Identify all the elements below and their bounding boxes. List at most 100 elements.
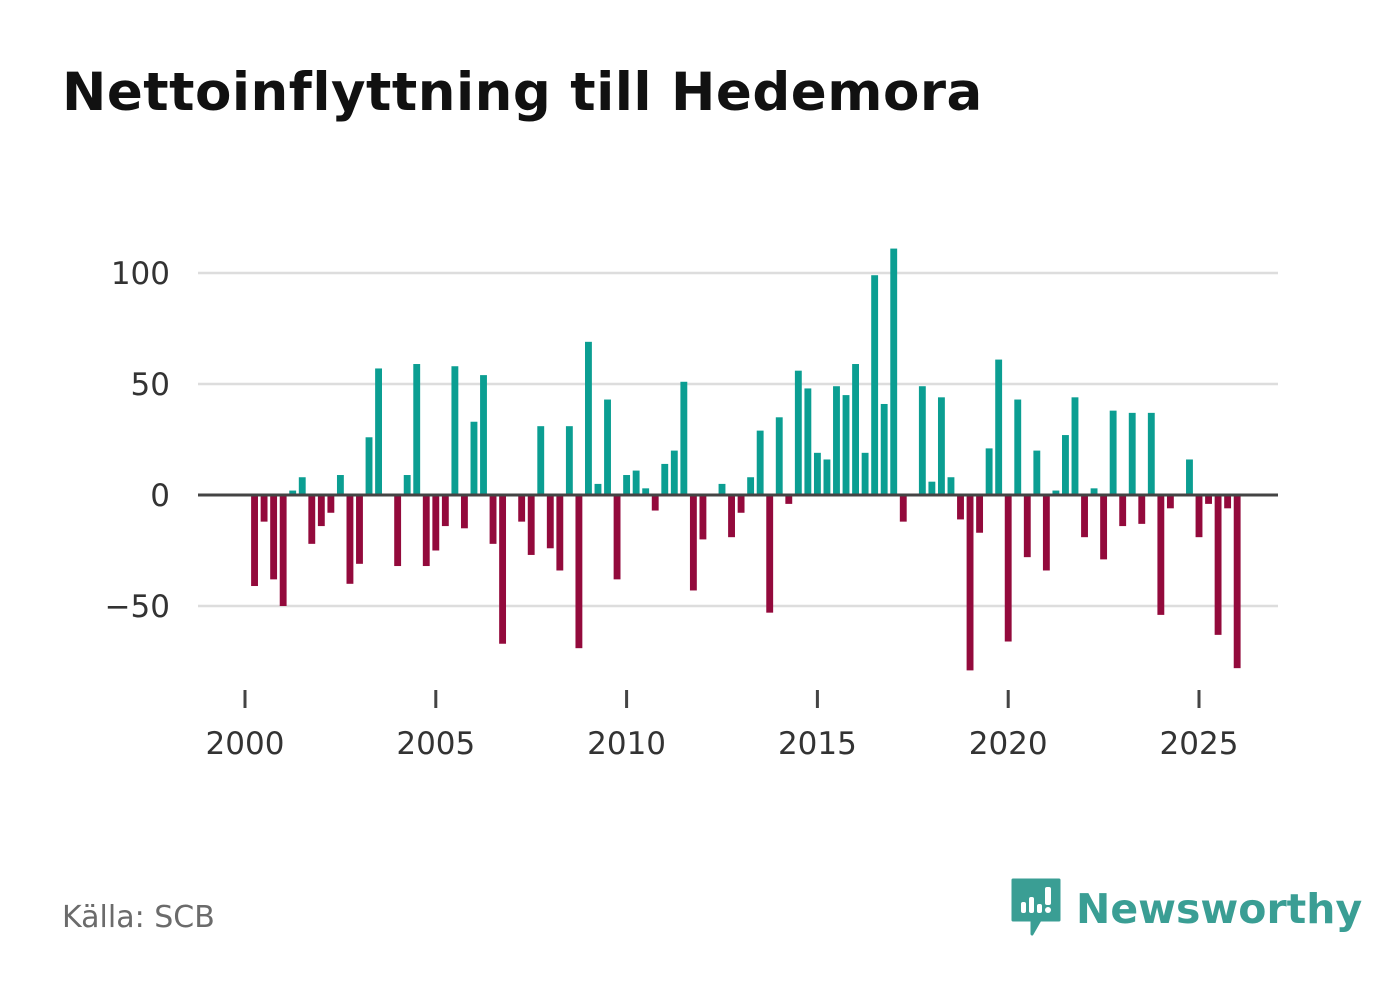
bar xyxy=(861,452,869,495)
x-axis: 2000 2005 2010 2015 2020 2025 xyxy=(206,690,1239,762)
bar xyxy=(833,386,840,495)
bar-chart: 100 50 0 −50 2000 2005 2010 2015 2020 2025 xyxy=(105,248,1278,762)
bar xyxy=(1052,490,1060,495)
bar xyxy=(928,481,936,495)
bar xyxy=(976,495,984,533)
bar xyxy=(327,495,335,513)
bar xyxy=(995,359,1003,495)
bar xyxy=(594,483,602,495)
bar-series xyxy=(251,248,1241,671)
bar xyxy=(642,488,650,495)
bar xyxy=(565,426,573,495)
bar xyxy=(1109,410,1117,495)
bar xyxy=(575,495,583,649)
bar xyxy=(1157,495,1165,615)
bar xyxy=(1081,495,1088,538)
bar xyxy=(880,403,888,495)
bar xyxy=(966,495,974,671)
bar xyxy=(890,248,898,495)
x-tick-label: 2025 xyxy=(1160,726,1239,762)
bar xyxy=(470,421,478,495)
bar xyxy=(518,495,526,522)
newsworthy-brand: Newsworthy xyxy=(1010,876,1362,942)
bar xyxy=(604,399,611,495)
bar xyxy=(823,459,831,495)
bar xyxy=(480,375,487,495)
bar xyxy=(957,495,964,520)
bar xyxy=(813,452,821,495)
x-tick-label: 2005 xyxy=(396,726,475,762)
bar xyxy=(308,495,316,544)
bar xyxy=(613,495,621,580)
bar xyxy=(670,450,678,495)
bar xyxy=(1119,495,1127,527)
bar xyxy=(699,495,707,540)
x-tick-label: 2015 xyxy=(778,726,857,762)
y-tick-label: 100 xyxy=(111,256,170,292)
bar xyxy=(661,463,669,495)
bar xyxy=(1100,495,1108,560)
bar xyxy=(1014,399,1022,495)
x-tick-label: 2020 xyxy=(969,726,1048,762)
bar xyxy=(766,495,774,613)
bar xyxy=(432,495,440,551)
bar xyxy=(1147,412,1155,495)
bar xyxy=(556,495,564,571)
bar xyxy=(346,495,354,584)
bar xyxy=(1224,495,1232,509)
bar xyxy=(852,364,859,495)
bar xyxy=(623,475,631,495)
bar xyxy=(1071,397,1079,495)
bar xyxy=(1186,459,1193,495)
bar xyxy=(460,495,468,529)
bar xyxy=(775,417,783,495)
bar xyxy=(336,475,344,495)
bar xyxy=(918,386,926,495)
bar xyxy=(747,477,755,495)
bar xyxy=(260,495,268,522)
bar xyxy=(937,397,945,495)
bar xyxy=(413,364,421,495)
bar xyxy=(947,477,955,495)
bar xyxy=(1023,495,1031,558)
bar xyxy=(298,477,306,495)
bar xyxy=(1042,495,1050,571)
bar xyxy=(356,495,363,564)
bar xyxy=(403,475,411,495)
x-tick-label: 2000 xyxy=(206,726,285,762)
bar xyxy=(794,370,802,495)
bar xyxy=(1214,495,1222,635)
brand-name: Newsworthy xyxy=(1076,885,1363,933)
y-tick-label: 50 xyxy=(131,367,170,403)
bar xyxy=(527,495,535,555)
bar xyxy=(842,395,850,495)
bar xyxy=(251,495,258,587)
y-tick-label: −50 xyxy=(105,589,170,625)
bar xyxy=(632,470,640,495)
bar xyxy=(422,495,430,567)
bar xyxy=(1033,450,1041,495)
newsworthy-logo-icon xyxy=(1011,878,1061,936)
bar xyxy=(451,366,459,495)
bar xyxy=(680,381,688,495)
bar xyxy=(289,490,297,495)
bar xyxy=(489,495,497,544)
y-axis-labels: 100 50 0 −50 xyxy=(105,256,170,625)
bar xyxy=(1195,495,1203,538)
bar xyxy=(279,495,287,606)
bar xyxy=(985,448,993,495)
bar xyxy=(899,495,907,522)
bar xyxy=(737,495,745,513)
source-note: Källa: SCB xyxy=(62,900,215,935)
bar xyxy=(785,495,793,504)
bar xyxy=(1090,488,1098,495)
bar xyxy=(537,426,545,495)
bar xyxy=(1138,495,1146,524)
bar xyxy=(689,495,697,591)
bar xyxy=(804,388,812,495)
bar xyxy=(756,430,764,495)
bar xyxy=(375,368,382,495)
bar xyxy=(499,495,507,644)
bar xyxy=(871,275,879,495)
bar xyxy=(441,495,449,527)
